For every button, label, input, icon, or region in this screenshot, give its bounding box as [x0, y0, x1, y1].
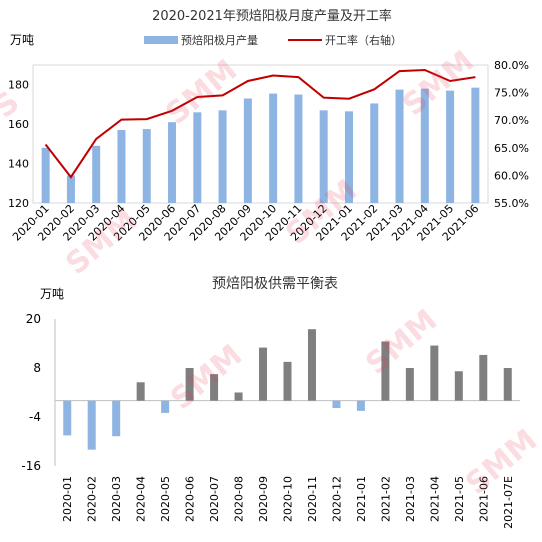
balance-bar	[454, 371, 463, 401]
x-tick-label: 2020-09	[257, 476, 270, 522]
x-tick-label: 2020-02	[86, 476, 99, 522]
utilization-line	[44, 68, 476, 179]
y2-tick-label: 65.0%	[494, 142, 529, 155]
production-chart-y-axis-label: 万吨	[10, 33, 34, 47]
x-tick-label: 2021-05	[453, 476, 466, 522]
balance-bar	[283, 361, 292, 401]
y-tick-label: 160	[8, 118, 29, 131]
balance-bar	[161, 400, 170, 413]
legend-swatch-production	[144, 36, 178, 44]
production-bar	[193, 112, 202, 203]
y-tick-label: 20	[26, 312, 41, 326]
x-tick-label: 2020-06	[184, 476, 197, 522]
production-bar	[41, 147, 50, 203]
x-tick-label: 2020-05	[159, 476, 172, 522]
x-tick-label: 2021-07E	[502, 476, 515, 529]
production-bar	[420, 88, 429, 203]
production-bar	[446, 90, 455, 203]
balance-bar	[259, 347, 268, 401]
production-bar	[142, 129, 151, 203]
x-tick-label: 2020-07	[208, 476, 221, 522]
y2-tick-label: 75.0%	[494, 87, 529, 100]
balance-bar	[503, 368, 512, 401]
production-bar	[66, 175, 75, 203]
y-tick-label: 180	[8, 79, 29, 92]
balance-bar	[234, 392, 243, 401]
y-tick-label: 140	[8, 158, 29, 171]
x-tick-label: 2020-01	[61, 476, 74, 522]
balance-bar	[87, 400, 96, 450]
y-tick-label: 120	[8, 197, 29, 210]
y-tick-label: -16	[21, 459, 41, 473]
balance-bar	[185, 368, 194, 401]
balance-bar	[430, 345, 439, 401]
production-bar	[168, 122, 177, 203]
y2-tick-label: 80.0%	[494, 59, 529, 72]
y2-tick-label: 55.0%	[494, 197, 529, 210]
production-bar	[395, 89, 404, 203]
production-bar	[294, 94, 303, 203]
production-plot-frame	[32, 64, 489, 204]
production-bar	[92, 145, 101, 203]
balance-chart-title: 预焙阳极供需平衡表	[212, 276, 338, 292]
balance-bar	[405, 368, 414, 401]
balance-bar	[307, 329, 316, 401]
x-tick-label: 2020-12	[330, 476, 343, 522]
production-chart-legend: 预焙阳极月产量 开工率（右轴）	[144, 33, 402, 47]
legend-label-utilization: 开工率（右轴）	[325, 33, 402, 47]
balance-bar	[479, 354, 488, 401]
x-tick-label: 2021-02	[379, 476, 392, 522]
x-tick-label: 2020-08	[233, 476, 246, 522]
production-bar	[243, 98, 252, 203]
legend-label-production: 预焙阳极月产量	[181, 33, 258, 47]
production-bar	[344, 111, 353, 203]
balance-chart-y-axis-label: 万吨	[40, 287, 64, 301]
production-bar	[471, 87, 480, 203]
balance-bar	[210, 374, 219, 401]
balance-bar	[381, 341, 390, 401]
x-tick-label: 2021-01	[355, 476, 368, 522]
production-bar	[370, 103, 379, 203]
balance-chart: 预焙阳极供需平衡表 万吨 -16 -4 8 20 2020-01 2020-02 2020-…	[21, 276, 520, 529]
y2-tick-label: 60.0%	[494, 169, 529, 182]
x-tick-label: 2020-10	[282, 476, 295, 522]
balance-plot-area: -16 -4 8 20 2020-01 2020-02 2020-03 2020-04 2020…	[21, 312, 520, 529]
x-tick-label: 2021-06	[477, 476, 490, 522]
balance-bar	[332, 400, 341, 409]
balance-bar	[63, 400, 72, 436]
balance-bar	[136, 382, 145, 401]
production-chart-title: 2020-2021年预焙阳极月度产量及开工率	[152, 8, 392, 24]
balance-bar	[112, 400, 121, 437]
y-tick-label: -4	[29, 410, 41, 424]
x-tick-label: 2020-03	[110, 476, 123, 522]
production-bar	[269, 93, 278, 203]
production-bar	[319, 110, 328, 203]
y-tick-label: 8	[33, 361, 41, 375]
balance-bar	[356, 400, 365, 411]
x-tick-label: 2020-11	[306, 476, 319, 522]
x-tick-label: 2020-04	[135, 476, 148, 522]
y2-tick-label: 70.0%	[494, 114, 529, 127]
x-tick-label: 2021-04	[428, 476, 441, 522]
production-bar	[117, 130, 126, 203]
x-tick-label: 2021-03	[404, 476, 417, 522]
production-bar	[218, 110, 227, 203]
